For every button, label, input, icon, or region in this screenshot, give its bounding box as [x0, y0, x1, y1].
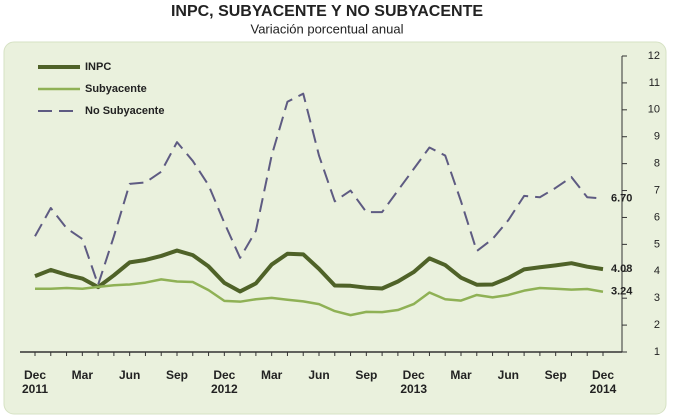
x-tick-label: Jun [308, 368, 329, 382]
x-tick-label: Dec [592, 368, 614, 382]
x-tick-label: Mar [450, 368, 472, 382]
x-tick-label: Dec [24, 368, 46, 382]
value-label: 3.24 [611, 286, 633, 298]
y-tick-label: 10 [648, 104, 660, 116]
series-line [35, 278, 604, 317]
chart-subtitle: Variación porcentual anual [251, 21, 404, 36]
x-tick-label: Mar [261, 368, 283, 382]
legend-label: INPC [85, 61, 111, 73]
x-year-label: 2011 [22, 382, 48, 396]
x-tick-label: Mar [72, 368, 94, 382]
y-tick-label: 9 [654, 131, 660, 143]
x-tick-label: Dec [213, 368, 235, 382]
value-label: 4.08 [611, 263, 632, 275]
y-tick-label: 4 [654, 265, 660, 277]
y-tick-label: 5 [654, 238, 660, 250]
value-label: 6.70 [611, 193, 632, 205]
series-line [34, 248, 604, 294]
chart-title: INPC, SUBYACENTE Y NO SUBYACENTE [171, 3, 483, 20]
x-tick-label: Sep [166, 368, 188, 382]
x-year-label: 2012 [211, 382, 238, 396]
y-tick-label: 7 [654, 184, 660, 196]
series-line [34, 92, 604, 286]
y-tick-label: 12 [648, 50, 660, 62]
y-tick-label: 3 [654, 292, 660, 304]
x-tick-label: Jun [119, 368, 140, 382]
y-tick-label: 6 [654, 211, 660, 223]
legend-label: Subyacente [85, 83, 147, 95]
x-tick-label: Sep [355, 368, 377, 382]
x-tick-label: Sep [545, 368, 567, 382]
x-year-label: 2013 [400, 382, 427, 396]
y-tick-label: 11 [649, 77, 660, 89]
legend-label: No Subyacente [85, 105, 164, 117]
y-tick-label: 2 [654, 319, 660, 331]
x-year-label: 2014 [590, 382, 617, 396]
x-tick-label: Jun [498, 368, 519, 382]
y-tick-label: 1 [654, 346, 660, 358]
plot-background [3, 41, 667, 415]
x-tick-label: Dec [403, 368, 425, 382]
y-tick-label: 8 [654, 158, 660, 170]
